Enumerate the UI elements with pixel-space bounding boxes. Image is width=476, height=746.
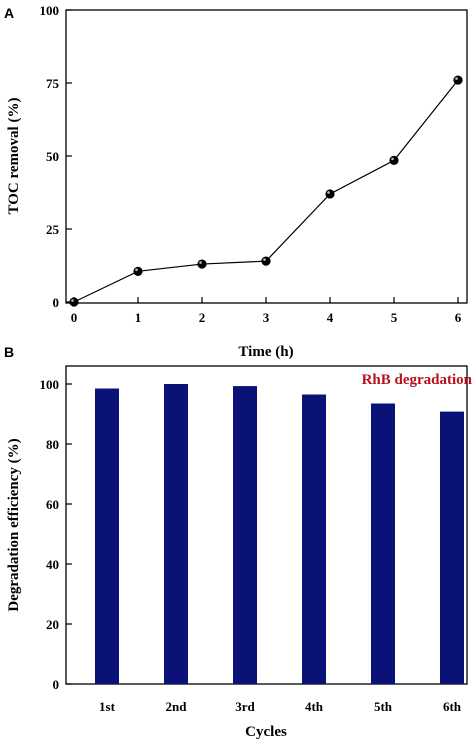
panel-label-b: B	[4, 344, 14, 360]
x-tick-label: 4	[327, 310, 334, 325]
bar-6th	[440, 411, 464, 684]
y-tick-label: 100	[40, 3, 60, 18]
data-point-highlight	[71, 299, 74, 302]
panel-label-a: A	[4, 5, 14, 21]
axis-ticks-b: 0 20 40 60 80 100 1st 2nd 3rd 4th 5th 6th	[40, 377, 462, 714]
x-tick-label: 6	[455, 310, 462, 325]
x-tick-label: 2nd	[166, 699, 188, 714]
y-axis-title-a: TOC removal (%)	[6, 98, 22, 215]
x-tick-label: 3rd	[235, 699, 255, 714]
y-tick-label: 80	[46, 437, 59, 452]
series-line	[73, 79, 459, 303]
data-point-highlight	[327, 191, 330, 194]
bar-3rd	[233, 386, 257, 684]
x-axis-title-b: Cycles	[245, 724, 287, 740]
y-tick-label: 40	[46, 557, 59, 572]
y-tick-label: 0	[53, 677, 60, 692]
data-point-highlight	[263, 258, 266, 261]
data-point	[261, 256, 271, 266]
y-tick-label: 25	[46, 222, 60, 237]
data-point	[325, 189, 335, 199]
x-tick-label: 5	[391, 310, 398, 325]
bar-4th	[302, 394, 326, 684]
bar-1st	[95, 388, 119, 684]
x-tick-label: 0	[71, 310, 78, 325]
x-tick-label: 6th	[443, 699, 462, 714]
data-point	[133, 266, 143, 276]
plot-frame-b	[65, 365, 468, 685]
data-point	[197, 259, 207, 269]
x-tick-label: 1st	[99, 699, 116, 714]
data-point	[69, 297, 79, 307]
axis-ticks-a: 0 1 2 3 4 5 6 0 25 50 75 100	[40, 3, 462, 325]
toc-removal-chart: A 0 1 2 3 4 5 6 0 25 50 75 100 Time (h) TOC removal…	[4, 3, 468, 360]
x-tick-label: 3	[263, 310, 270, 325]
data-point-highlight	[135, 268, 138, 272]
annotation-text: RhB degradation	[362, 372, 473, 388]
y-tick-label: 0	[53, 295, 60, 310]
data-point	[389, 155, 399, 165]
y-axis-title-b: Degradation efficiency (%)	[6, 438, 22, 611]
y-tick-label: 20	[46, 617, 59, 632]
degradation-efficiency-chart: B 0 20 40 60 80 100 1st 2nd 3rd 4th 5th 6th RhB deg…	[4, 344, 473, 740]
y-tick-label: 50	[46, 149, 59, 164]
x-tick-label: 4th	[305, 699, 324, 714]
bar-2nd	[164, 384, 188, 684]
x-axis-title-a: Time (h)	[238, 344, 293, 360]
y-tick-label: 60	[46, 497, 59, 512]
x-tick-label: 5th	[374, 699, 393, 714]
x-tick-label: 2	[199, 310, 206, 325]
series-points	[69, 75, 463, 307]
y-tick-label: 100	[40, 377, 60, 392]
data-point-highlight	[391, 157, 394, 161]
bar-5th	[371, 403, 395, 684]
x-tick-label: 1	[135, 310, 142, 325]
bars	[95, 384, 464, 684]
y-tick-label: 75	[46, 76, 60, 91]
data-point-highlight	[455, 77, 458, 80]
data-point-highlight	[199, 261, 202, 264]
data-point	[453, 75, 463, 85]
